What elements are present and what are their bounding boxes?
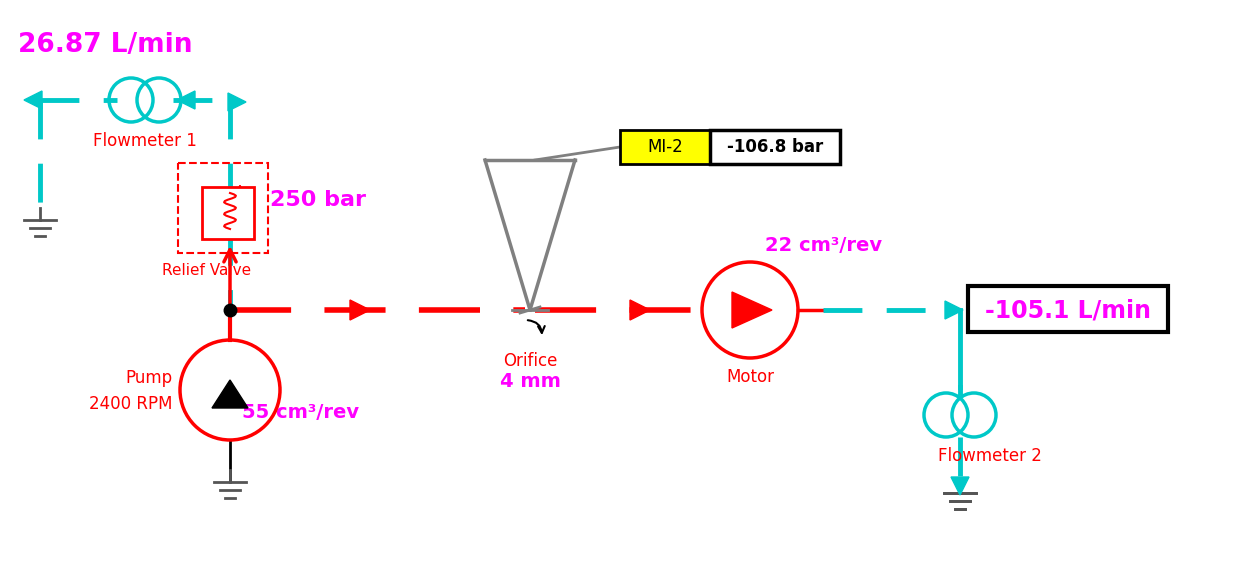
Polygon shape [951,477,969,495]
Text: -105.1 L/min: -105.1 L/min [986,298,1151,322]
Text: -106.8 bar: -106.8 bar [726,138,824,156]
FancyBboxPatch shape [202,187,254,239]
Text: Orifice: Orifice [503,352,557,370]
Text: Flowmeter 2: Flowmeter 2 [938,447,1042,465]
Polygon shape [177,91,196,109]
Text: Motor: Motor [726,368,774,386]
Text: Relief Valve: Relief Valve [162,263,252,278]
Polygon shape [228,93,245,111]
Polygon shape [350,300,370,320]
Text: Flowmeter 1: Flowmeter 1 [93,132,197,150]
Text: 55 cm³/rev: 55 cm³/rev [242,403,359,422]
Text: 4 mm: 4 mm [500,372,561,391]
Text: 22 cm³/rev: 22 cm³/rev [765,236,882,255]
FancyBboxPatch shape [710,130,840,164]
Text: Pump: Pump [125,369,172,387]
Text: 2400 RPM: 2400 RPM [88,395,172,413]
FancyBboxPatch shape [968,286,1168,332]
Polygon shape [731,292,773,328]
Text: MI-2: MI-2 [647,138,683,156]
Polygon shape [630,300,650,320]
Polygon shape [944,301,963,319]
Text: 250 bar: 250 bar [270,190,366,210]
Polygon shape [212,380,248,408]
FancyBboxPatch shape [621,130,710,164]
Polygon shape [24,91,42,109]
Text: 26.87 L/min: 26.87 L/min [17,32,192,58]
